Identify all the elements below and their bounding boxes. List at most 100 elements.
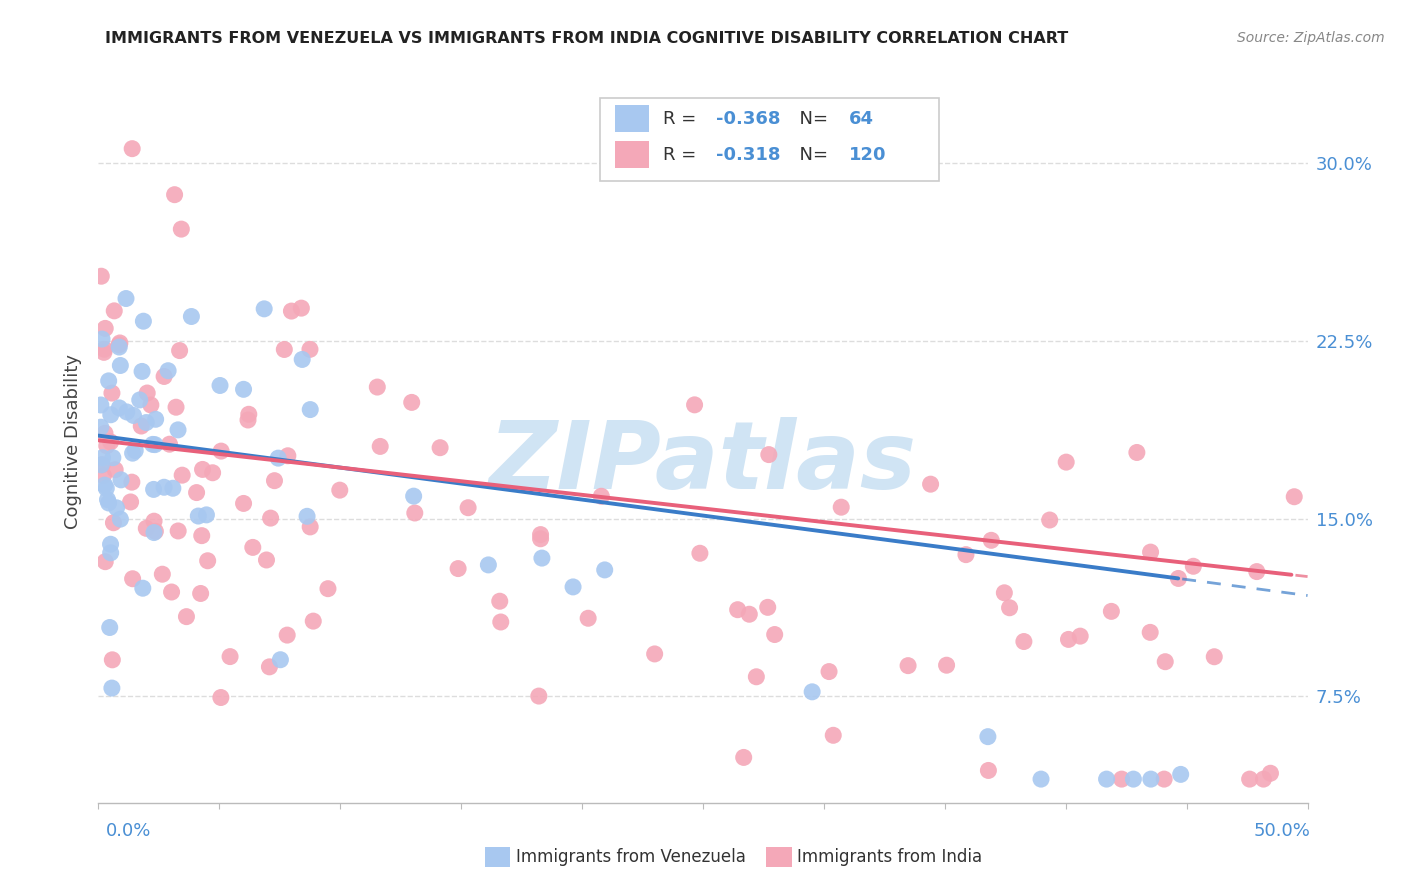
Point bbox=[100, 408, 122, 422]
Point bbox=[190, 529, 212, 543]
Point bbox=[1099, 604, 1122, 618]
Point bbox=[1039, 513, 1062, 527]
Point bbox=[1029, 772, 1052, 786]
Text: 50.0%: 50.0% bbox=[1254, 822, 1310, 840]
Point bbox=[232, 382, 254, 396]
Point bbox=[132, 581, 155, 595]
Point bbox=[108, 338, 131, 352]
Point bbox=[90, 398, 112, 412]
Point bbox=[758, 448, 780, 462]
Text: 0.0%: 0.0% bbox=[105, 822, 150, 840]
Point bbox=[977, 764, 1000, 778]
Point bbox=[136, 386, 159, 401]
Point bbox=[104, 463, 127, 477]
Point bbox=[167, 524, 190, 538]
Point bbox=[108, 401, 131, 415]
Point bbox=[190, 586, 212, 600]
Point bbox=[143, 514, 166, 528]
Point bbox=[165, 401, 187, 415]
Point bbox=[263, 474, 285, 488]
Point bbox=[90, 420, 112, 434]
Point bbox=[180, 310, 202, 324]
Point bbox=[530, 551, 553, 566]
Point bbox=[1284, 490, 1306, 504]
Point bbox=[1167, 571, 1189, 585]
Point bbox=[529, 532, 551, 546]
Point bbox=[1246, 565, 1268, 579]
Point bbox=[122, 409, 145, 423]
Point bbox=[169, 343, 191, 358]
Text: R =: R = bbox=[664, 145, 702, 164]
Point bbox=[253, 301, 276, 316]
Point bbox=[100, 537, 122, 551]
Point bbox=[429, 441, 451, 455]
Point bbox=[366, 380, 388, 394]
Point bbox=[145, 412, 167, 426]
Point bbox=[153, 369, 176, 384]
Point bbox=[280, 304, 302, 318]
Point bbox=[236, 413, 259, 427]
Point bbox=[172, 468, 194, 483]
Point bbox=[295, 509, 318, 524]
Point bbox=[689, 546, 711, 560]
Point bbox=[94, 426, 117, 441]
Point bbox=[209, 690, 232, 705]
Point bbox=[299, 520, 322, 534]
Point bbox=[529, 527, 551, 541]
Point bbox=[90, 269, 112, 284]
Point bbox=[291, 352, 314, 367]
Point bbox=[91, 332, 114, 346]
Point bbox=[897, 658, 920, 673]
Point bbox=[329, 483, 352, 497]
Point bbox=[727, 603, 749, 617]
Point bbox=[96, 492, 118, 507]
Point bbox=[935, 658, 957, 673]
Point bbox=[120, 495, 142, 509]
Point bbox=[98, 620, 121, 634]
Point bbox=[160, 585, 183, 599]
Point bbox=[142, 437, 165, 451]
Point bbox=[208, 378, 231, 392]
Point bbox=[823, 728, 845, 742]
Point bbox=[93, 345, 115, 359]
Point bbox=[145, 524, 167, 539]
Point bbox=[527, 689, 550, 703]
Point bbox=[93, 468, 115, 483]
Point bbox=[644, 647, 666, 661]
Point bbox=[738, 607, 761, 622]
Point bbox=[1253, 772, 1275, 786]
Point bbox=[457, 500, 479, 515]
Point bbox=[801, 685, 824, 699]
Point bbox=[176, 609, 198, 624]
Point bbox=[100, 434, 122, 449]
Point bbox=[290, 301, 312, 315]
Point bbox=[131, 364, 153, 378]
Point bbox=[404, 506, 426, 520]
Point bbox=[121, 446, 143, 460]
Text: Immigrants from Venezuela: Immigrants from Venezuela bbox=[516, 848, 745, 866]
Point bbox=[103, 303, 125, 318]
Point bbox=[477, 558, 499, 572]
Point bbox=[101, 450, 124, 465]
Point bbox=[818, 665, 841, 679]
Point bbox=[298, 343, 321, 357]
Point bbox=[302, 614, 325, 628]
Point bbox=[201, 466, 224, 480]
Point bbox=[1139, 545, 1161, 559]
Point bbox=[121, 572, 143, 586]
Point bbox=[153, 480, 176, 494]
Point bbox=[94, 555, 117, 569]
Point bbox=[1054, 455, 1077, 469]
Point bbox=[110, 512, 132, 526]
Point bbox=[259, 511, 281, 525]
Point bbox=[121, 142, 143, 156]
Point bbox=[259, 660, 281, 674]
Point bbox=[977, 730, 1000, 744]
Point bbox=[157, 364, 180, 378]
FancyBboxPatch shape bbox=[600, 98, 939, 181]
Point bbox=[108, 335, 131, 350]
Point bbox=[100, 546, 122, 560]
Text: -0.368: -0.368 bbox=[716, 110, 780, 128]
Point bbox=[96, 439, 118, 453]
Point bbox=[143, 437, 166, 451]
